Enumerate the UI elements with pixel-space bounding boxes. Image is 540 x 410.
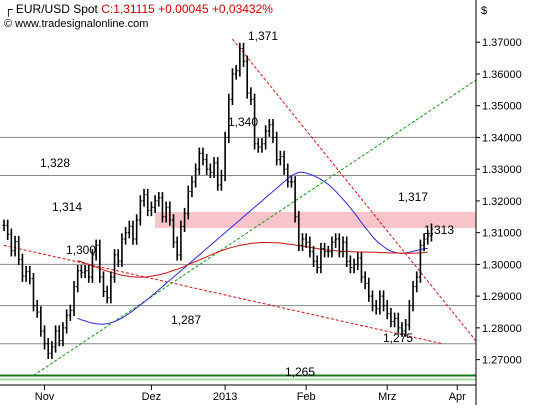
annotation-5: 1,313 xyxy=(424,223,454,237)
y-tick-label-7: 1.30000 xyxy=(482,259,522,271)
y-tick-label-1: 1.36000 xyxy=(482,69,522,81)
y-tick-label-3: 1.34000 xyxy=(482,132,522,144)
trendline-downtrend-2 xyxy=(232,38,477,341)
quote-readout: C:1,31115 +0.00045 +0,03432% xyxy=(101,2,273,16)
candlestick-icon: ┌ xyxy=(4,2,13,16)
x-tick-label-3: Feb xyxy=(297,391,316,403)
y-tick-label-0: 1.37000 xyxy=(482,37,522,49)
y-tick-label-6: 1.31000 xyxy=(482,228,522,240)
y-tick-label-2: 1.35000 xyxy=(482,101,522,113)
annotation-0: 1,371 xyxy=(248,29,278,43)
trendline-downtrend xyxy=(3,244,443,345)
symbol-label: EUR/USD Spot xyxy=(15,2,98,16)
source-label: www.tradesignalonline.com xyxy=(15,18,149,30)
trendline-uptrend xyxy=(33,79,476,376)
ma-slow-line xyxy=(77,242,428,278)
annotation-9: 1,265 xyxy=(285,365,315,379)
x-tick-label-0: Nov xyxy=(35,391,55,403)
x-tick-label-5: Apr xyxy=(449,391,466,403)
chart-header: ┌ EUR/USD Spot C:1,31115 +0.00045 +0,034… xyxy=(4,2,273,16)
annotation-1: 1,340 xyxy=(228,115,258,129)
y-tick-label-9: 1.28000 xyxy=(482,323,522,335)
source-line: © www.tradesignalonline.com xyxy=(4,18,148,30)
annotation-7: 1,287 xyxy=(171,313,201,327)
annotation-8: 1,275 xyxy=(383,331,413,345)
copyright-icon: © xyxy=(4,18,13,30)
ma-fast-line xyxy=(77,171,428,325)
y-tick-label-5: 1.32000 xyxy=(482,196,522,208)
y-axis-unit-label: $ xyxy=(481,5,487,17)
annotation-4: 1,314 xyxy=(52,200,82,214)
x-tick-label-4: Mrz xyxy=(378,391,396,403)
annotation-6: 1,300 xyxy=(66,243,96,257)
x-tick-label-1: Dez xyxy=(142,391,162,403)
x-tick-label-2: 2013 xyxy=(213,391,237,403)
annotation-2: 1,328 xyxy=(40,156,70,170)
y-tick-label-8: 1.29000 xyxy=(482,291,522,303)
y-tick-label-10: 1.27000 xyxy=(482,355,522,367)
y-tick-label-4: 1.33000 xyxy=(482,164,522,176)
annotation-3: 1,317 xyxy=(398,190,428,204)
